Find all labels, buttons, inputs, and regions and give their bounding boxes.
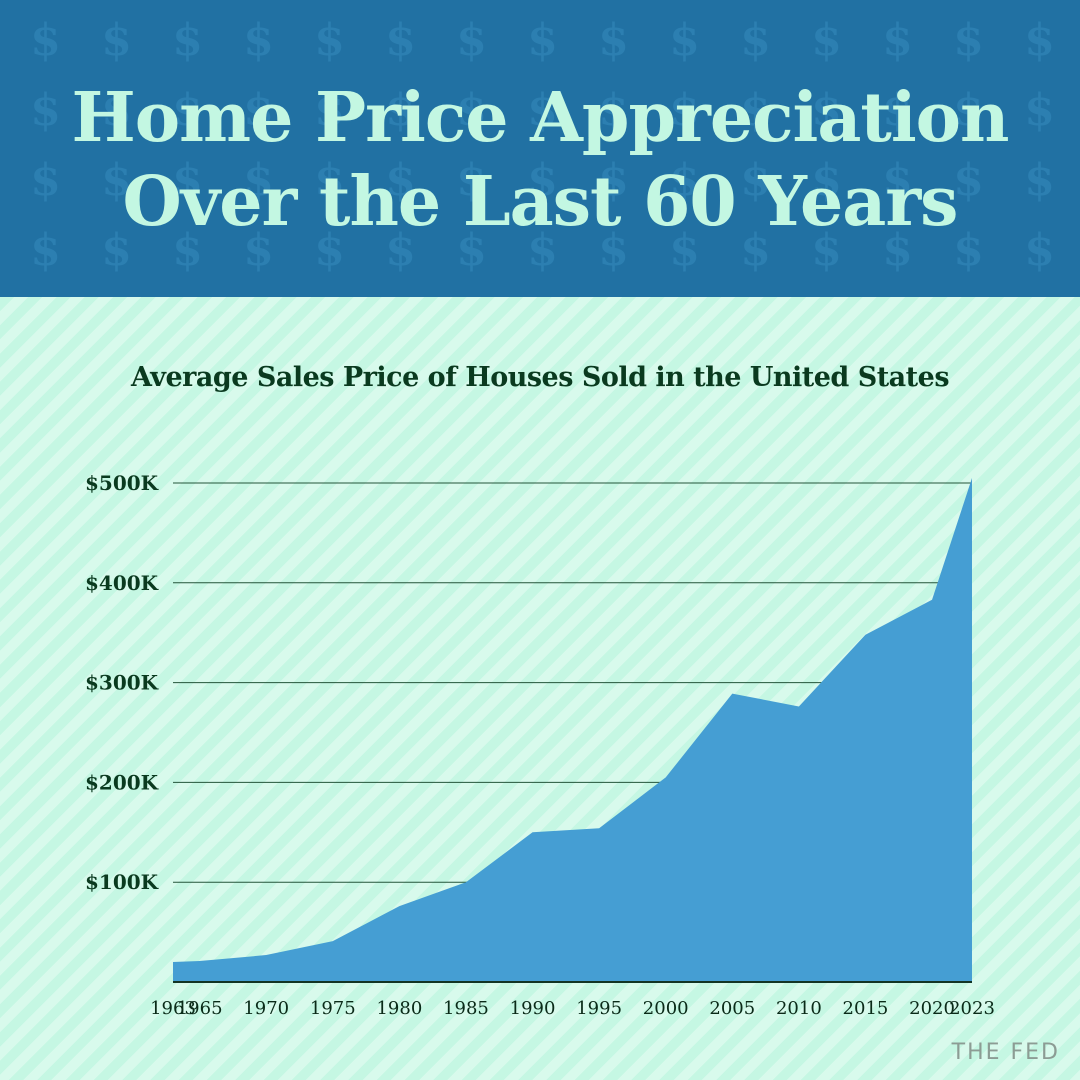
x-tick-label: 1995 bbox=[576, 998, 622, 1019]
x-tick-label: 1990 bbox=[510, 998, 556, 1019]
area-series bbox=[173, 478, 972, 982]
x-tick-label: 1980 bbox=[376, 998, 422, 1019]
y-tick-label: $100K bbox=[85, 870, 159, 894]
x-tick-label: 2023 bbox=[949, 998, 995, 1019]
y-tick-label: $500K bbox=[85, 471, 159, 495]
x-tick-label: 2000 bbox=[643, 998, 689, 1019]
y-tick-label: $200K bbox=[85, 770, 159, 794]
y-tick-label: $400K bbox=[85, 571, 159, 595]
x-tick-label: 1970 bbox=[243, 998, 289, 1019]
x-tick-label: 1963 bbox=[150, 998, 196, 1019]
dollar-sign-pattern: $ $ $ $ $ $ $ $ $ $ $ $ $ $ $ $ $ $ $ $ $ $ $ $ $ $ $ $ $ $ $ $ $ $ $ $ $ $ $ $… bbox=[0, 0, 1080, 297]
x-tick-label: 2010 bbox=[776, 998, 822, 1019]
x-tick-label: 1975 bbox=[310, 998, 356, 1019]
page-title: Home Price Appreciation Over the Last 60… bbox=[0, 76, 1080, 244]
title-line-1: Home Price Appreciation bbox=[71, 78, 1010, 158]
chart-title: Average Sales Price of Houses Sold in th… bbox=[130, 362, 950, 393]
header-banner: $ $ $ $ $ $ $ $ $ $ $ $ $ $ $ $ $ $ $ $ $ $ $ $ $ $ $ $ $ $ $ $ $ $ $ $ $ $ $ $… bbox=[0, 0, 1080, 297]
x-tick-label: 2015 bbox=[843, 998, 889, 1019]
title-line-2: Over the Last 60 Years bbox=[122, 162, 959, 242]
brand-logo: THE FED bbox=[951, 1040, 1060, 1065]
x-tick-label: 2020 bbox=[909, 998, 955, 1019]
dollar-pattern-row: $ $ $ $ $ $ $ $ $ $ $ $ $ $ $ bbox=[30, 225, 1055, 276]
x-tick-label: 1985 bbox=[443, 998, 489, 1019]
x-tick-label: 1965 bbox=[177, 998, 223, 1019]
dollar-pattern-row: $ $ $ $ $ $ $ $ $ $ $ $ $ $ $ bbox=[30, 155, 1055, 206]
x-tick-label: 2005 bbox=[709, 998, 755, 1019]
dollar-pattern-row: $ $ $ $ $ $ $ $ $ $ $ $ $ $ $ bbox=[30, 85, 1055, 136]
dollar-pattern-row: $ $ $ $ $ $ $ $ $ $ $ $ $ $ $ bbox=[30, 15, 1055, 66]
y-tick-label: $300K bbox=[85, 671, 159, 695]
